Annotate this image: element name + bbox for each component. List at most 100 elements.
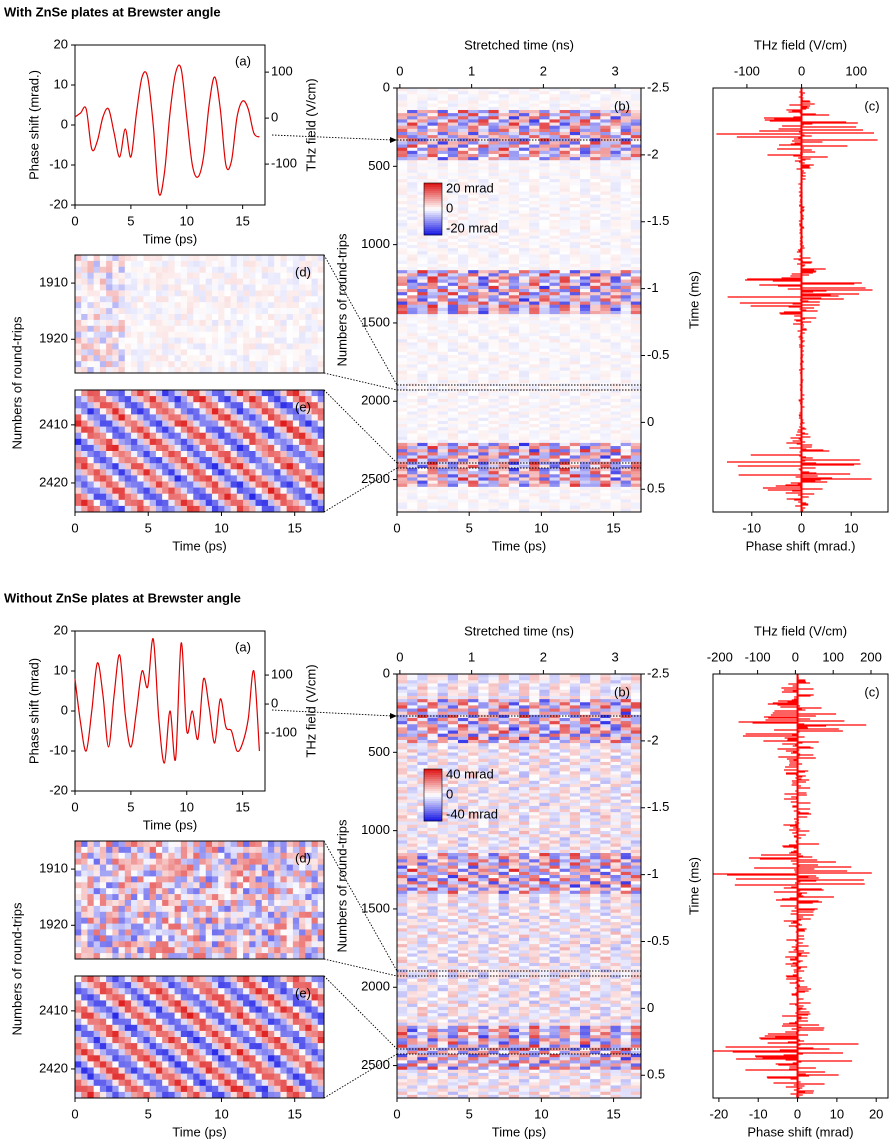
heatmap-cell	[590, 207, 601, 211]
heatmap-cell	[610, 100, 622, 105]
heatmap-cell	[211, 432, 219, 440]
heatmap-cell	[174, 278, 182, 285]
heatmap-cell	[205, 284, 213, 291]
heatmap-cell	[280, 255, 288, 262]
heatmap-cell	[280, 390, 288, 397]
heatmap-cell	[600, 433, 611, 438]
heatmap-cell	[458, 241, 469, 246]
heatmap-cell	[610, 194, 622, 199]
heatmap-cell	[549, 490, 561, 494]
heatmap-cell	[630, 361, 642, 365]
heatmap-cell	[447, 332, 459, 337]
heatmap-cell	[193, 343, 200, 350]
heatmap-cell	[630, 496, 642, 500]
heatmap-cell	[488, 455, 500, 460]
heatmap-cell	[590, 282, 601, 287]
heatmap-cell	[630, 144, 642, 149]
heatmap-cell	[397, 223, 408, 227]
heatmap-cell	[559, 414, 571, 419]
heatmap-cell	[498, 433, 510, 438]
heatmap-cell	[498, 314, 510, 318]
heatmap-cell	[407, 367, 418, 372]
heatmap-cell	[519, 109, 530, 114]
heatmap-cell	[630, 157, 642, 161]
heatmap-cell	[620, 358, 632, 362]
heatmap-cell	[508, 175, 520, 180]
heatmap-cell	[559, 361, 571, 365]
heatmap-cell	[529, 282, 540, 287]
heatmap-cell	[447, 376, 459, 381]
heatmap-cell	[397, 383, 408, 387]
heatmap-cell	[417, 395, 428, 400]
heatmap-cell	[468, 257, 479, 262]
heatmap-cell	[417, 270, 428, 274]
heatmap-cell	[437, 201, 449, 205]
heatmap-cell	[498, 483, 510, 488]
heatmap-cell	[630, 160, 642, 164]
heatmap-cell	[311, 451, 319, 458]
heatmap-cell	[106, 331, 113, 339]
heatmap-cell	[224, 438, 232, 446]
heatmap-cell	[174, 284, 182, 291]
heatmap-cell	[539, 376, 550, 381]
heatmap-cell	[99, 457, 107, 464]
heatmap-cell	[580, 185, 591, 190]
heatmap-cell	[143, 314, 151, 321]
heatmap-cell	[468, 336, 479, 340]
heatmap-cell	[417, 442, 428, 447]
heatmap-cell	[610, 270, 622, 274]
heatmap-cell	[274, 314, 281, 321]
heatmap-cell	[620, 402, 632, 406]
heatmap-cell	[437, 348, 449, 353]
heatmap-cell	[529, 260, 540, 265]
heatmap-cell	[508, 329, 520, 334]
heatmap-cell	[549, 477, 561, 482]
heatmap-cell	[131, 331, 138, 339]
heatmap-cell	[580, 131, 591, 136]
heatmap-cell	[317, 272, 325, 280]
heatmap-cell	[131, 272, 138, 280]
heatmap-cell	[569, 329, 581, 334]
heatmap-cell	[187, 505, 194, 513]
heatmap-cell	[417, 449, 428, 453]
heatmap-cell	[600, 304, 611, 309]
heatmap-cell	[468, 260, 479, 265]
heatmap-cell	[539, 336, 550, 340]
heatmap-cell	[180, 343, 188, 350]
heatmap-cell	[417, 468, 428, 472]
heatmap-cell	[199, 272, 207, 280]
heatmap-cell	[199, 319, 207, 327]
heatmap-cell	[488, 172, 500, 177]
heatmap-cell	[508, 254, 520, 259]
heatmap-cell	[590, 248, 601, 252]
heatmap-cell	[118, 426, 126, 434]
heatmap-cell	[187, 302, 194, 309]
heatmap-cell	[106, 319, 113, 327]
heatmap-cell	[168, 325, 176, 333]
heatmap-cell	[630, 490, 642, 494]
heatmap-cell	[519, 248, 530, 252]
heatmap-cell	[447, 100, 459, 105]
heatmap-cell	[417, 320, 428, 325]
heatmap-cell	[397, 480, 408, 485]
heatmap-cell	[580, 395, 591, 400]
heatmap-cell	[630, 326, 642, 331]
heatmap-cell	[468, 452, 479, 456]
heatmap-cell	[249, 331, 257, 339]
heatmap-cell	[580, 411, 591, 416]
heatmap-cell	[143, 444, 151, 452]
heatmap-cell	[549, 502, 561, 507]
heatmap-cell	[397, 248, 408, 252]
heatmap-cell	[458, 414, 469, 419]
heatmap-cell	[569, 267, 581, 271]
heatmap-cell	[407, 128, 418, 133]
heatmap-cell	[630, 138, 642, 142]
heatmap-cell	[488, 376, 500, 381]
heatmap-cell	[600, 191, 611, 196]
heatmap-cell	[93, 390, 101, 397]
heatmap-cell	[124, 284, 132, 291]
heatmap-cell	[488, 480, 500, 485]
heatmap-cell	[187, 475, 194, 482]
heatmap-cell	[236, 444, 244, 452]
heatmap-cell	[559, 468, 571, 472]
